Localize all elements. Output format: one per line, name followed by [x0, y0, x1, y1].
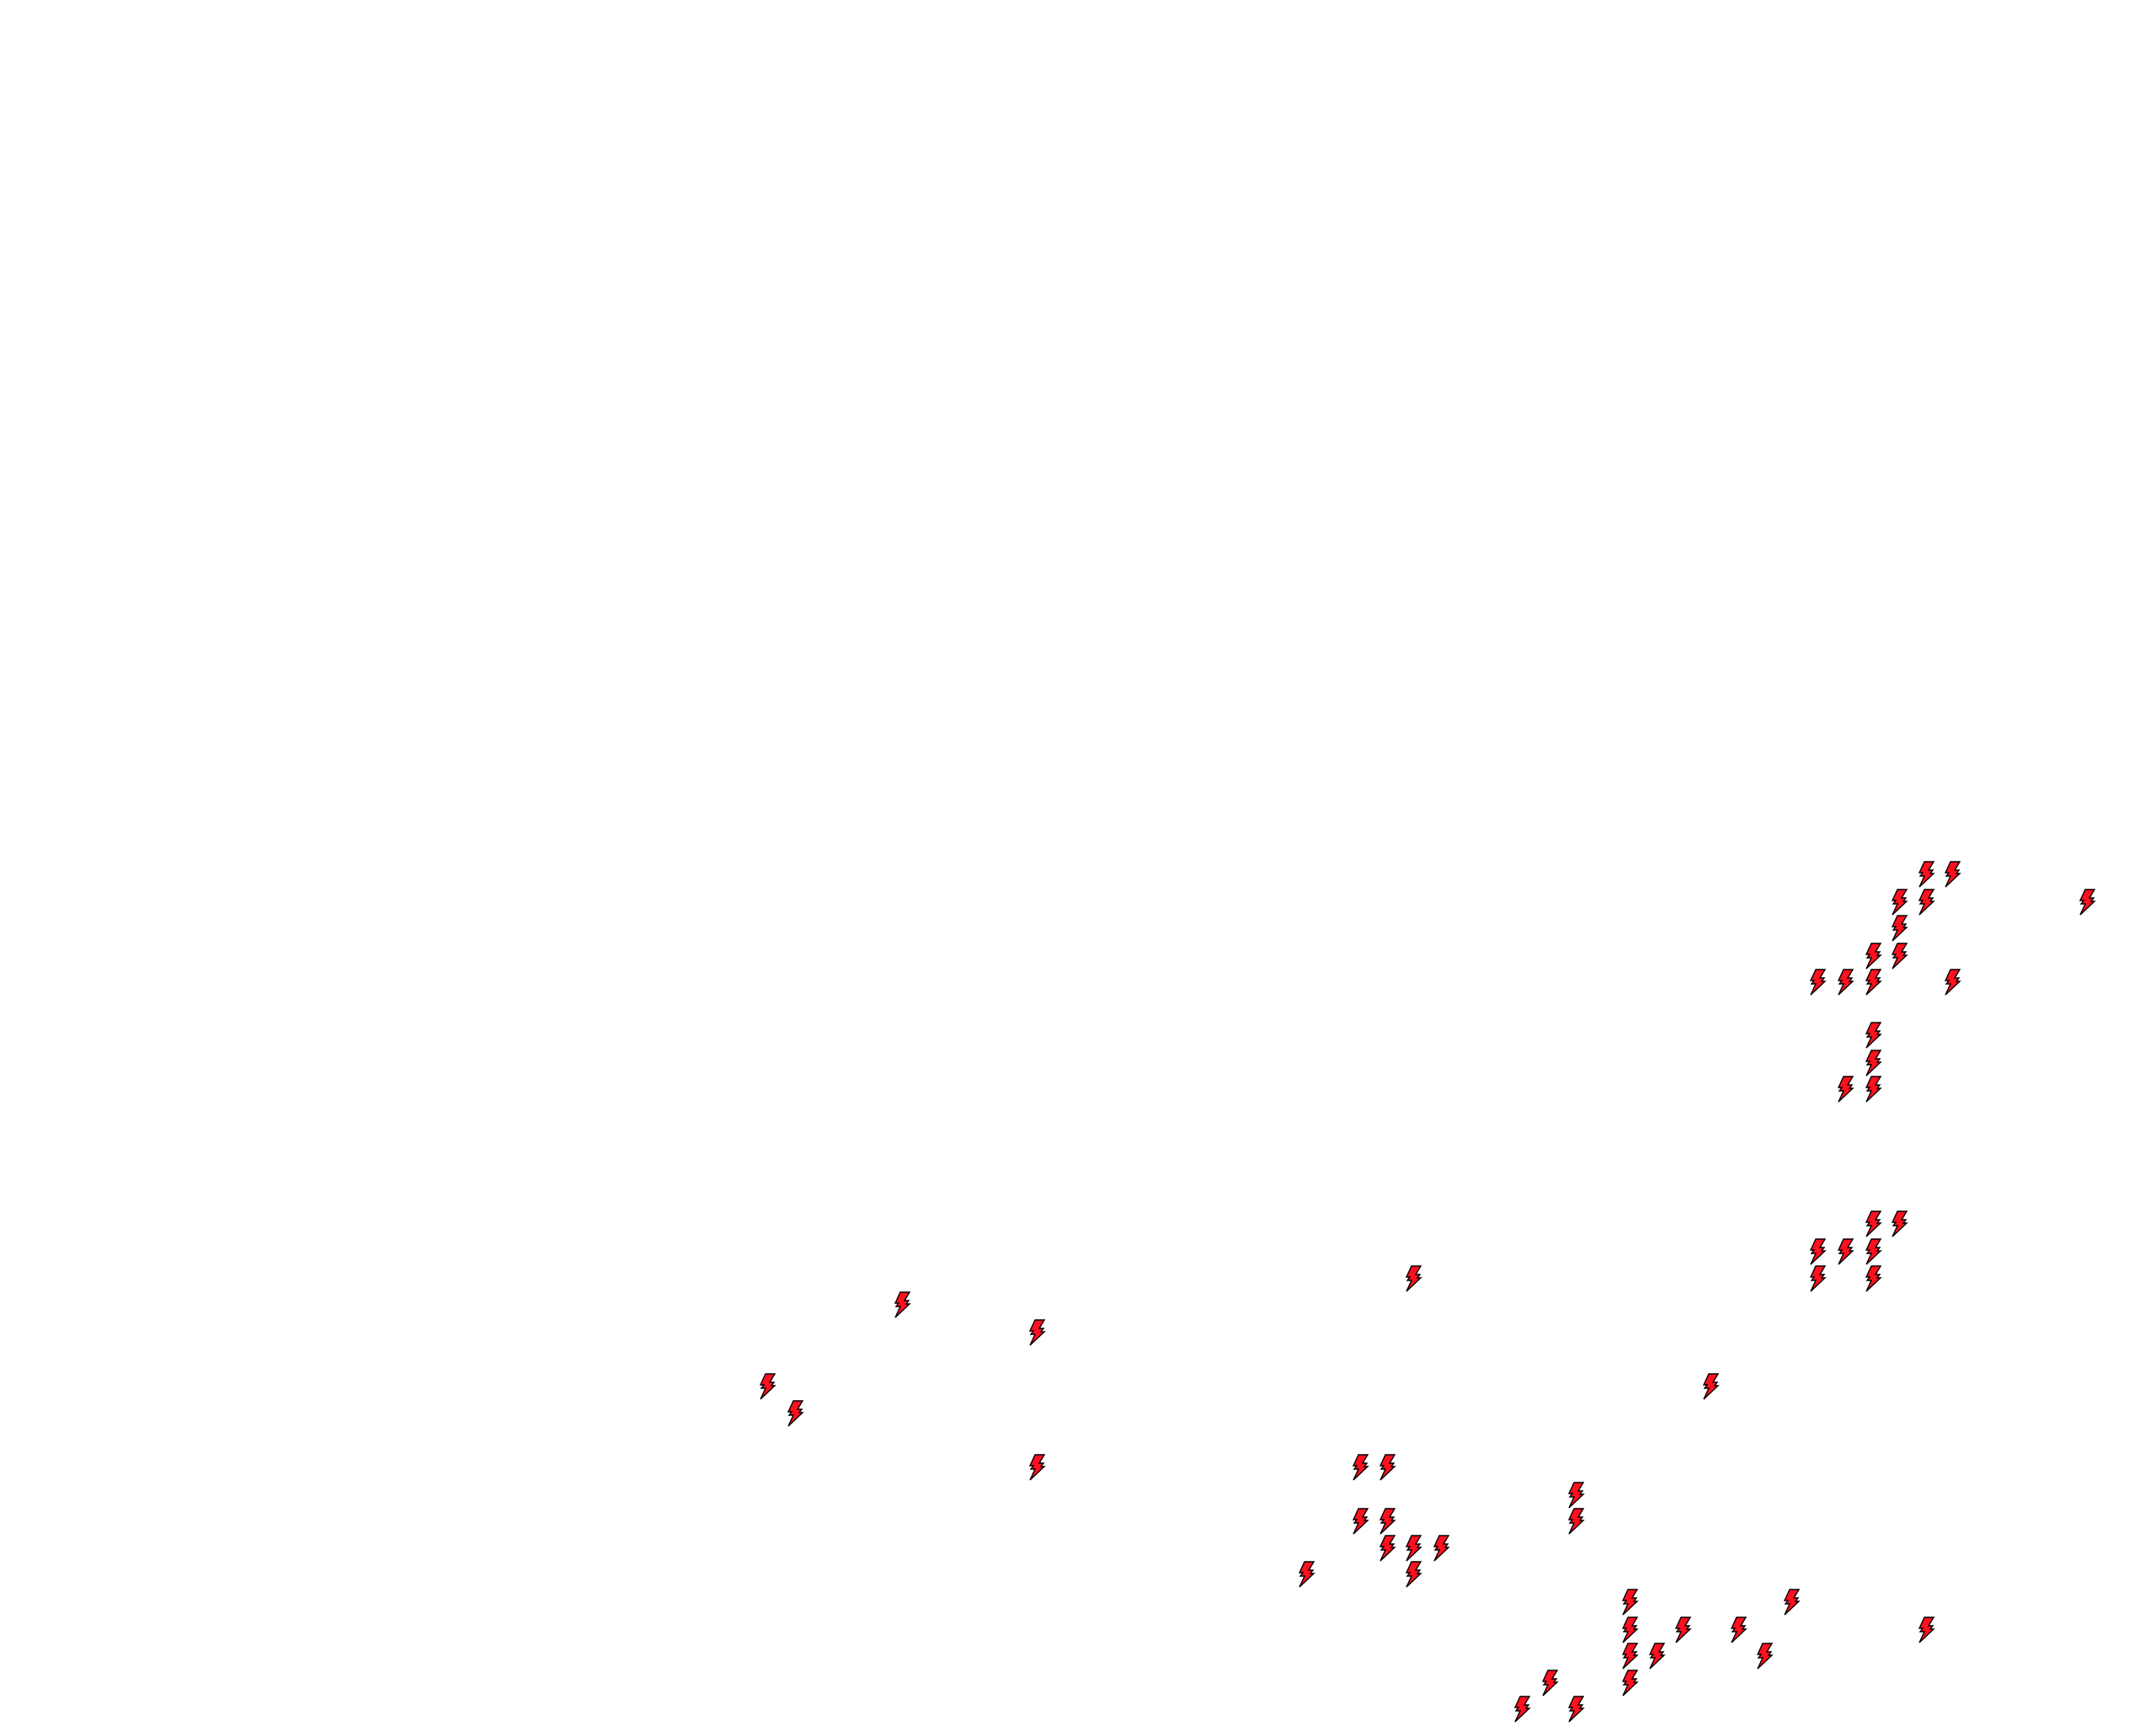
lightning-bolt-icon[interactable]: [1647, 1643, 1667, 1670]
lightning-bolt-icon[interactable]: [1836, 1076, 1854, 1103]
lightning-bolt-icon[interactable]: [2078, 889, 2097, 916]
lightning-bolt-icon[interactable]: [1729, 1616, 1748, 1643]
lightning-bolt-icon[interactable]: [1620, 1616, 1639, 1643]
lightning-bolt-icon[interactable]: [1404, 1535, 1423, 1562]
lightning-bolt-icon[interactable]: [1351, 1454, 1369, 1481]
lightning-bolt-icon[interactable]: [1836, 969, 1854, 996]
lightning-bolt-icon[interactable]: [1864, 1210, 1882, 1237]
lightning-bolt-icon[interactable]: [1943, 969, 1962, 996]
lightning-bolt-icon[interactable]: [1566, 1696, 1585, 1723]
lightning-bolt-icon[interactable]: [1540, 1670, 1559, 1697]
lightning-bolt-icon[interactable]: [1513, 1696, 1532, 1723]
lightning-bolt-icon[interactable]: [1808, 1238, 1828, 1265]
lightning-bolt-icon[interactable]: [1297, 1561, 1315, 1588]
lightning-bolt-icon[interactable]: [1027, 1454, 1046, 1481]
lightning-bolt-icon[interactable]: [1917, 889, 1936, 916]
lightning-bolt-icon[interactable]: [1808, 1265, 1828, 1292]
lightning-bolt-icon[interactable]: [1432, 1535, 1450, 1562]
lightning-bolt-icon[interactable]: [1864, 969, 1882, 996]
lightning-bolt-icon[interactable]: [1917, 1616, 1936, 1643]
lightning-bolt-icon[interactable]: [1620, 1670, 1639, 1697]
lightning-bolt-icon[interactable]: [1864, 1050, 1882, 1077]
lightning-bolt-icon[interactable]: [1864, 1076, 1882, 1103]
lightning-bolt-icon[interactable]: [1378, 1535, 1397, 1562]
lightning-bolt-icon[interactable]: [1890, 942, 1908, 970]
lightning-bolt-icon[interactable]: [1673, 1616, 1693, 1643]
lightning-bolt-icon[interactable]: [1378, 1454, 1397, 1481]
lightning-bolt-icon[interactable]: [1864, 942, 1882, 970]
lightning-bolt-icon[interactable]: [1782, 1589, 1801, 1616]
lightning-bolt-icon[interactable]: [1864, 1022, 1882, 1049]
lightning-bolt-icon[interactable]: [1808, 969, 1828, 996]
lightning-bolt-icon[interactable]: [1890, 889, 1908, 916]
lightning-bolt-icon[interactable]: [1864, 1238, 1882, 1265]
lightning-bolt-icon[interactable]: [1864, 1265, 1882, 1292]
lightning-bolt-icon[interactable]: [1378, 1508, 1397, 1535]
lightning-bolt-icon[interactable]: [758, 1373, 776, 1400]
lightning-bolt-icon[interactable]: [893, 1291, 911, 1318]
lightning-bolt-icon[interactable]: [1620, 1589, 1639, 1616]
lightning-bolt-icon[interactable]: [1620, 1643, 1639, 1670]
lightning-bolt-icon[interactable]: [1351, 1508, 1369, 1535]
lightning-bolt-icon[interactable]: [1890, 1210, 1908, 1237]
lightning-bolt-icon[interactable]: [786, 1400, 804, 1427]
lightning-bolt-icon[interactable]: [1404, 1265, 1423, 1292]
lightning-bolt-icon[interactable]: [1566, 1481, 1585, 1509]
lightning-bolt-icon[interactable]: [1701, 1373, 1720, 1400]
lightning-bolt-icon[interactable]: [1755, 1643, 1774, 1670]
lightning-bolt-icon[interactable]: [1027, 1319, 1046, 1346]
lightning-bolt-icon[interactable]: [1836, 1238, 1854, 1265]
lightning-bolt-icon[interactable]: [1917, 861, 1936, 888]
lightning-bolt-icon[interactable]: [1566, 1508, 1585, 1535]
lightning-bolt-icon[interactable]: [1943, 861, 1962, 888]
lightning-bolt-icon[interactable]: [1404, 1561, 1423, 1588]
lightning-bolt-icon[interactable]: [1890, 915, 1908, 942]
